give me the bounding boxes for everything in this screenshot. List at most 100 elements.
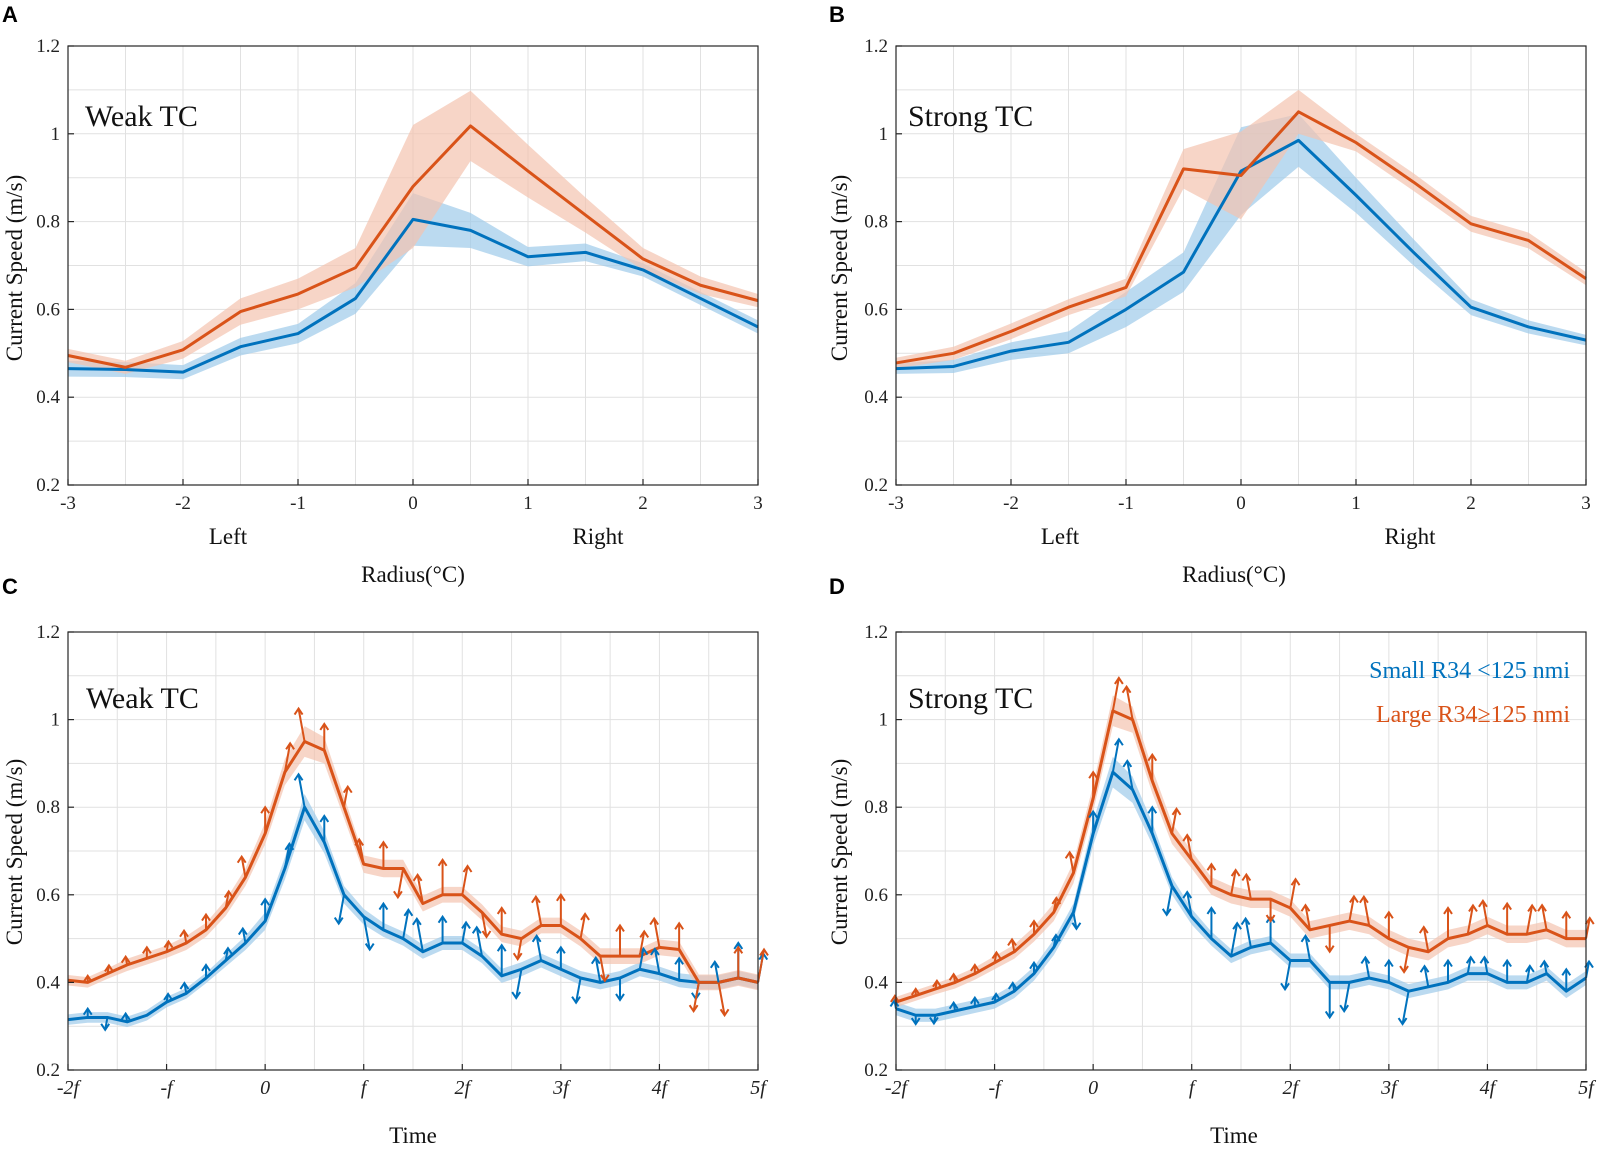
current-vector-small xyxy=(1343,982,1351,1012)
vector-head-small xyxy=(1088,809,1098,819)
vector-head-small xyxy=(1324,1010,1335,1020)
vector-head-large xyxy=(236,854,247,864)
vector-head-small xyxy=(556,945,566,954)
vector-head-large xyxy=(1324,945,1335,954)
vector-head-small xyxy=(120,1011,131,1021)
y-tick-label: 1 xyxy=(51,710,61,731)
vector-head-small xyxy=(531,934,542,943)
x-tick-label: 2 xyxy=(1466,493,1476,514)
series-line-large xyxy=(67,124,759,369)
panel-letter-c: C xyxy=(2,574,18,599)
current-vector-small xyxy=(1111,739,1120,773)
current-vector-large xyxy=(343,786,349,808)
vector-head-small xyxy=(100,1023,111,1032)
current-vector-large xyxy=(1125,686,1134,720)
current-vector-large xyxy=(1525,905,1534,935)
vector-head-small xyxy=(1300,934,1311,943)
current-vector-large xyxy=(1304,904,1311,931)
current-vector-large xyxy=(1186,834,1193,860)
y-tick-label: 1 xyxy=(879,710,889,731)
x-tick-label: -2f xyxy=(885,1077,910,1099)
current-vector-large xyxy=(1403,947,1410,973)
y-tick-label: 0.2 xyxy=(36,1060,60,1081)
series-line-small xyxy=(895,770,1587,1017)
x-tick-label: -2 xyxy=(1003,493,1019,514)
current-vector-large xyxy=(692,982,700,1012)
current-vector-large xyxy=(416,874,424,904)
right-label: Right xyxy=(572,524,624,549)
panel-title: Strong TC xyxy=(908,100,1033,133)
x-axis-label: Time xyxy=(1210,1123,1258,1148)
vector-head-large xyxy=(580,912,590,921)
current-vector-small xyxy=(1525,965,1531,983)
x-tick-label: 0 xyxy=(1236,493,1246,514)
current-vector-large xyxy=(224,891,230,909)
vector-head-large xyxy=(1527,903,1537,912)
vector-head-small xyxy=(437,914,448,924)
vector-head-small xyxy=(1561,967,1572,976)
x-tick-label: 0 xyxy=(408,493,418,514)
x-tick-label: -f xyxy=(160,1077,175,1099)
vector-head-large xyxy=(201,912,211,922)
vector-head-large xyxy=(1468,903,1478,912)
current-vector-large xyxy=(1422,926,1430,952)
current-vector-small xyxy=(1401,990,1410,1025)
vector-head-large xyxy=(1502,901,1512,911)
vector-head-small xyxy=(1465,955,1476,964)
vector-head-large xyxy=(163,939,174,949)
y-tick-label: 0.4 xyxy=(36,972,60,993)
x-tick-label: 0 xyxy=(260,1077,270,1099)
vector-head-large xyxy=(393,890,403,900)
panel-letter-d: D xyxy=(829,574,845,599)
y-tick-label: 0.4 xyxy=(864,972,888,993)
y-tick-label: 1.2 xyxy=(36,622,60,643)
vector-head-small xyxy=(571,996,581,1005)
x-tick-label: -1 xyxy=(1118,493,1134,514)
legend-entry-small: Small R34 <125 nmi xyxy=(1369,658,1570,684)
vector-head-large xyxy=(285,741,295,750)
y-tick-label: 1.2 xyxy=(36,36,60,57)
vector-head-small xyxy=(1384,958,1394,968)
vector-head-large xyxy=(1051,896,1062,905)
vector-head-large xyxy=(223,889,234,899)
current-vector-large xyxy=(1541,904,1548,931)
vector-head-large xyxy=(142,945,152,954)
vector-head-large xyxy=(733,945,744,954)
vector-head-small xyxy=(1339,1004,1350,1014)
vector-head-large xyxy=(1399,965,1409,974)
y-tick-label: 0.8 xyxy=(36,212,60,233)
vector-head-large xyxy=(293,706,304,716)
vector-head-large xyxy=(1584,916,1595,925)
y-axis-label: Current Speed (m/s) xyxy=(2,759,27,946)
y-tick-label: 0.8 xyxy=(864,797,888,818)
vector-head-small xyxy=(1443,958,1453,968)
vector-head-large xyxy=(639,929,650,938)
vector-head-small xyxy=(1240,916,1251,926)
x-tick-label: 5f xyxy=(1578,1077,1596,1099)
y-tick-label: 0.6 xyxy=(864,299,888,320)
y-axis-label: Current Speed (m/s) xyxy=(2,175,27,362)
current-vector-large xyxy=(638,931,646,957)
series-line-large xyxy=(895,110,1587,365)
vector-head-small xyxy=(284,842,295,851)
vector-head-small xyxy=(260,897,270,906)
current-vector-large xyxy=(653,918,661,948)
vector-head-large xyxy=(615,923,625,933)
vector-head-small xyxy=(333,917,344,926)
current-vector-small xyxy=(461,922,468,944)
vector-head-small xyxy=(511,991,522,1000)
current-vector-small xyxy=(713,961,720,983)
current-vector-large xyxy=(1481,900,1489,926)
vector-head-large xyxy=(1206,862,1217,871)
current-vector-large xyxy=(1362,896,1371,926)
y-tick-label: 0.8 xyxy=(36,797,60,818)
vector-head-large xyxy=(1561,910,1572,919)
vector-head-small xyxy=(378,901,389,911)
vector-head-small xyxy=(1029,960,1039,970)
current-vector-large xyxy=(579,913,587,939)
panel-letter-a: A xyxy=(2,2,18,27)
y-tick-label: 0.2 xyxy=(36,475,60,496)
current-vector-large xyxy=(1171,808,1178,834)
current-vector-large xyxy=(358,839,365,865)
